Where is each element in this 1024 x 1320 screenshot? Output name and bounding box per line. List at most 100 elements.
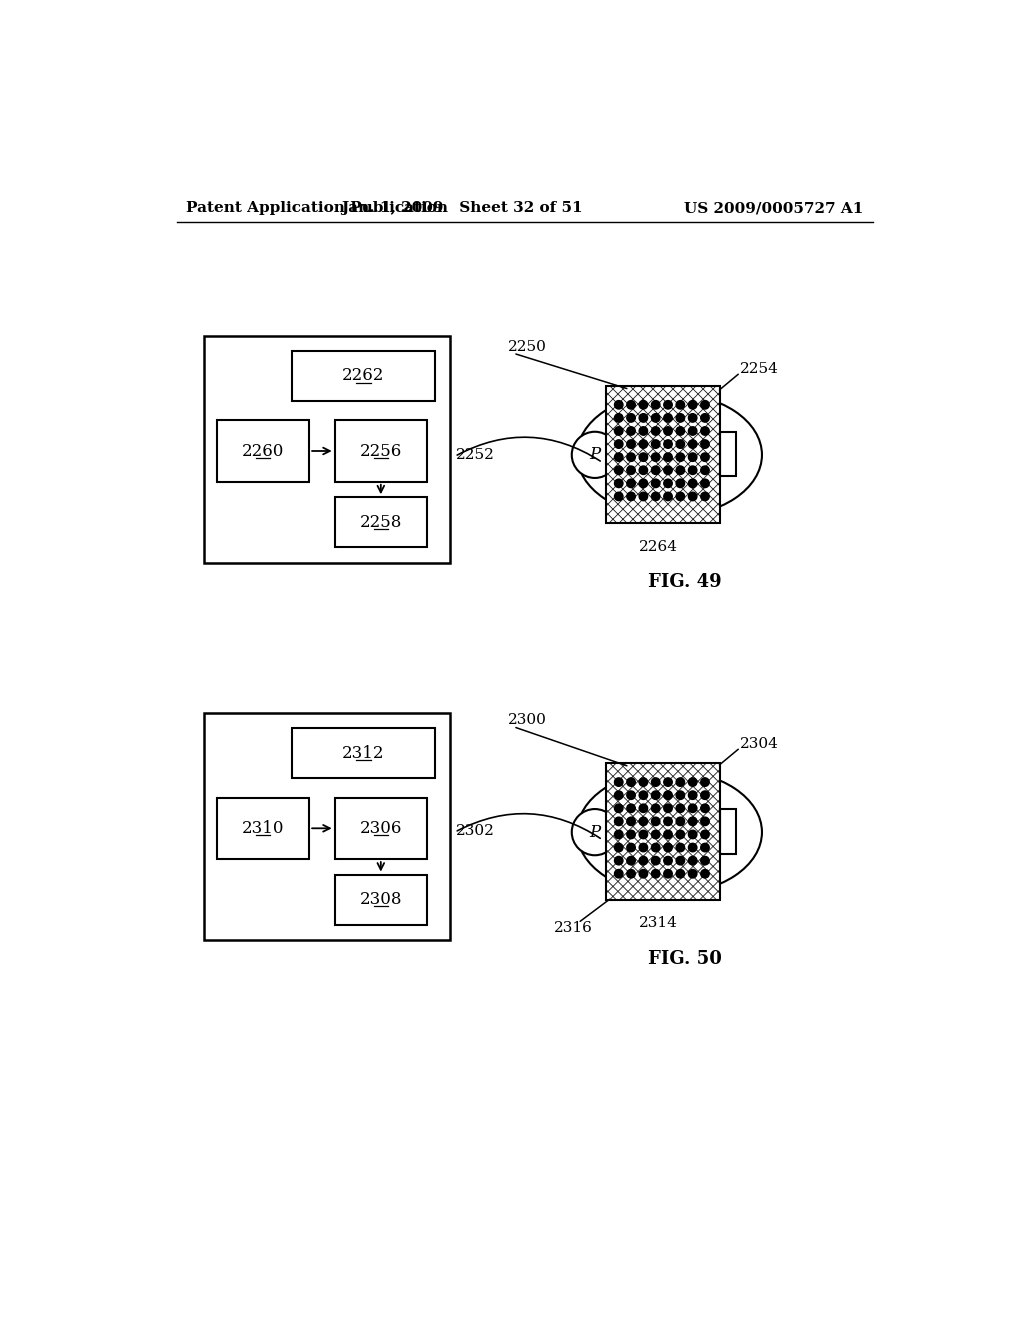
Text: FIG. 49: FIG. 49 [648,573,722,591]
Bar [335,420,427,482]
Text: 2262: 2262 [342,367,385,384]
Circle shape [676,413,685,422]
Circle shape [614,804,623,813]
Text: 2264: 2264 [639,540,678,554]
Circle shape [664,453,672,462]
Bar [292,729,435,779]
Bar [606,763,720,900]
Circle shape [664,777,672,787]
Circle shape [688,440,697,449]
Circle shape [614,830,623,838]
Circle shape [700,791,710,800]
Circle shape [688,426,697,436]
Circle shape [688,466,697,474]
Circle shape [676,440,685,449]
Circle shape [688,400,697,409]
Circle shape [571,809,617,855]
Circle shape [676,492,685,500]
Circle shape [688,413,697,422]
Circle shape [688,479,697,487]
Circle shape [614,453,623,462]
Circle shape [627,843,635,851]
Circle shape [688,777,697,787]
Text: 2260: 2260 [242,442,285,459]
Circle shape [614,817,623,825]
Circle shape [639,413,647,422]
Circle shape [614,466,623,474]
Circle shape [627,492,635,500]
Circle shape [664,843,672,851]
Text: P: P [589,824,600,841]
Circle shape [651,426,659,436]
Circle shape [688,830,697,838]
Circle shape [651,870,659,878]
Circle shape [700,453,710,462]
Text: 2256: 2256 [359,442,402,459]
Circle shape [639,870,647,878]
Text: 2254: 2254 [740,362,779,376]
Circle shape [627,830,635,838]
Circle shape [614,843,623,851]
Circle shape [676,400,685,409]
Circle shape [651,453,659,462]
Text: Jan. 1, 2009   Sheet 32 of 51: Jan. 1, 2009 Sheet 32 of 51 [341,202,583,215]
Text: 2302: 2302 [457,824,496,838]
Circle shape [639,426,647,436]
Bar [217,797,309,859]
Bar [335,498,427,548]
Circle shape [614,492,623,500]
Circle shape [664,492,672,500]
Bar [204,713,451,940]
Circle shape [627,857,635,865]
Circle shape [651,830,659,838]
Circle shape [627,804,635,813]
Circle shape [614,857,623,865]
Circle shape [664,804,672,813]
Circle shape [676,857,685,865]
Circle shape [688,791,697,800]
Circle shape [664,413,672,422]
Circle shape [639,453,647,462]
Text: US 2009/0005727 A1: US 2009/0005727 A1 [684,202,863,215]
Text: 2252: 2252 [457,447,496,462]
Circle shape [651,413,659,422]
Text: 2300: 2300 [508,714,547,727]
Circle shape [688,453,697,462]
Circle shape [664,870,672,878]
Circle shape [700,479,710,487]
Text: 2258: 2258 [359,513,402,531]
Text: P: P [589,446,600,463]
Circle shape [627,413,635,422]
Circle shape [700,400,710,409]
Circle shape [664,440,672,449]
Circle shape [700,413,710,422]
Circle shape [688,817,697,825]
Bar [720,432,736,477]
Circle shape [639,492,647,500]
Text: FIG. 50: FIG. 50 [648,950,722,968]
Circle shape [639,479,647,487]
Circle shape [639,466,647,474]
Circle shape [700,777,710,787]
Circle shape [614,400,623,409]
Circle shape [676,817,685,825]
Text: 2304: 2304 [740,737,779,751]
Circle shape [639,400,647,409]
Circle shape [651,777,659,787]
Circle shape [614,426,623,436]
Circle shape [639,440,647,449]
Circle shape [614,791,623,800]
Circle shape [627,453,635,462]
Circle shape [676,777,685,787]
Circle shape [700,440,710,449]
Circle shape [700,492,710,500]
Circle shape [627,777,635,787]
Circle shape [700,817,710,825]
Circle shape [676,791,685,800]
Circle shape [700,830,710,838]
Circle shape [627,870,635,878]
Circle shape [676,843,685,851]
Circle shape [651,843,659,851]
Circle shape [627,479,635,487]
Circle shape [627,817,635,825]
